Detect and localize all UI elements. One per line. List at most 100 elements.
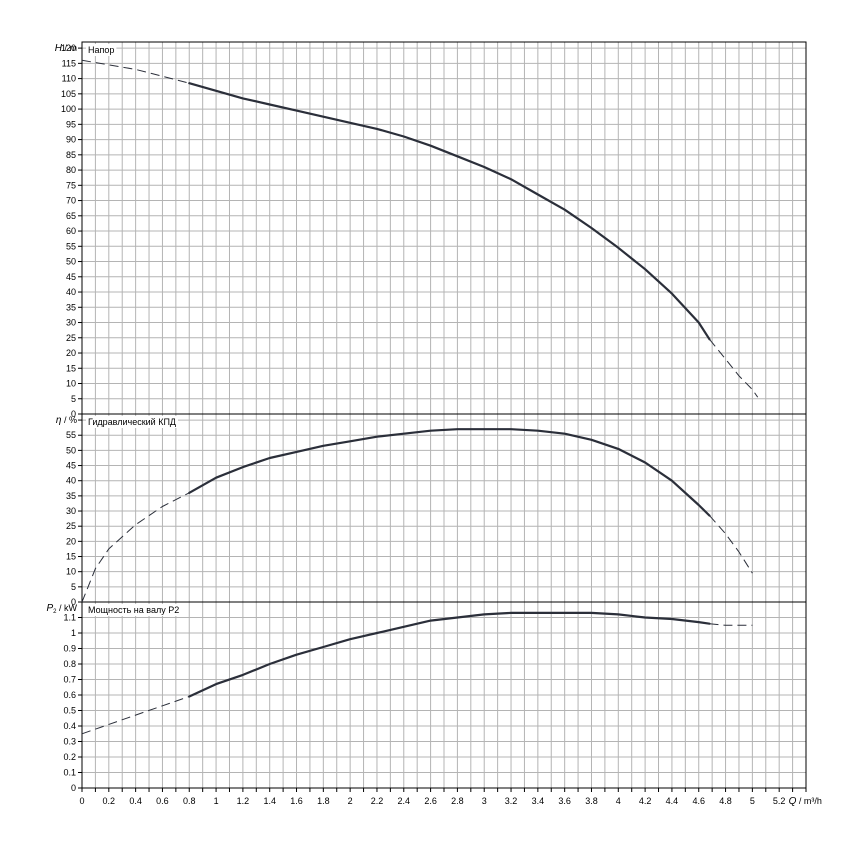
y-axis-sep: / <box>61 415 69 425</box>
y-tick-label: 5 <box>71 394 76 404</box>
x-axis-unit: m³/h <box>804 796 822 806</box>
labels: 0510152025303540455055606570758085909510… <box>46 43 821 807</box>
y-tick-label: 115 <box>62 58 76 68</box>
panel-title-background <box>86 416 179 428</box>
y-axis-unit: % <box>69 415 77 425</box>
panel-title-head: Напор <box>88 45 114 55</box>
curve-efficiency-dashed <box>81 492 190 603</box>
x-tick-label: 2.6 <box>424 796 437 806</box>
y-tick-label: 85 <box>66 150 76 160</box>
y-tick-label: 50 <box>66 257 76 267</box>
x-tick-label: 5.2 <box>773 796 786 806</box>
y-tick-label: 75 <box>66 180 76 190</box>
y-tick-label: 100 <box>61 104 76 114</box>
y-tick-label: 0.4 <box>63 721 76 731</box>
x-axis-label: Q / m³/h <box>789 796 822 807</box>
x-tick-label: 2.8 <box>451 796 464 806</box>
y-tick-label: 70 <box>66 196 76 206</box>
curve-efficiency-dashed <box>709 515 753 574</box>
x-tick-label: 3.8 <box>585 796 598 806</box>
x-tick-label: 3.4 <box>532 796 545 806</box>
y-tick-label: 0.6 <box>63 690 76 700</box>
y-axis-label-head: H / m <box>55 43 77 54</box>
y-tick-label: 105 <box>61 89 76 99</box>
y-tick-label: 55 <box>66 241 76 251</box>
y-axis-sep: / <box>56 603 64 613</box>
y-tick-label: 10 <box>66 567 76 577</box>
curve-power-dashed <box>81 696 190 735</box>
y-tick-label: 90 <box>66 135 76 145</box>
x-tick-label: 2 <box>348 796 353 806</box>
x-tick-label: 3.2 <box>505 796 518 806</box>
x-tick-label: 5 <box>750 796 755 806</box>
y-tick-label: 25 <box>66 521 76 531</box>
x-tick-label: 4 <box>616 796 621 806</box>
curve-efficiency-solid <box>188 428 711 517</box>
x-tick-label: 4.8 <box>719 796 732 806</box>
y-tick-label: 45 <box>66 272 76 282</box>
y-tick-label: 15 <box>66 552 76 562</box>
y-tick-label: 0.8 <box>63 659 76 669</box>
y-tick-label: 20 <box>66 536 76 546</box>
y-tick-label: 95 <box>66 119 76 129</box>
curve-head-dashed <box>81 59 190 84</box>
y-tick-label: 110 <box>62 74 76 84</box>
panel-frames <box>78 41 807 792</box>
x-tick-label: 0.8 <box>183 796 196 806</box>
y-tick-label: 35 <box>66 302 76 312</box>
y-axis-label-efficiency: η / % <box>56 415 77 426</box>
panel-title-efficiency: Гидравлический КПД <box>88 417 176 427</box>
y-tick-label: 0.7 <box>63 675 76 685</box>
x-tick-label: 1.8 <box>317 796 330 806</box>
y-axis-unit: kW <box>64 603 78 613</box>
x-tick-label: 2.2 <box>371 796 384 806</box>
curve-head-solid <box>188 82 711 341</box>
y-axis-var: P <box>46 603 53 614</box>
x-tick-label: 2.4 <box>398 796 411 806</box>
panel-title-power: Мощность на валу P2 <box>88 605 179 615</box>
y-tick-label: 30 <box>66 318 76 328</box>
x-tick-label: 3.6 <box>558 796 571 806</box>
y-axis-var: η <box>56 415 62 426</box>
x-axis-sep: / <box>796 796 804 806</box>
curves <box>81 59 759 735</box>
x-axis-var: Q <box>789 796 797 807</box>
y-axis-var: H <box>55 43 63 54</box>
x-tick-label: 0.2 <box>103 796 116 806</box>
y-tick-label: 35 <box>66 491 76 501</box>
y-tick-label: 60 <box>66 226 76 236</box>
y-tick-label: 55 <box>66 430 76 440</box>
x-tick-label: 0.6 <box>156 796 169 806</box>
y-axis-var-sub: 2 <box>53 609 57 615</box>
y-tick-label: 65 <box>66 211 76 221</box>
y-tick-label: 10 <box>66 379 76 389</box>
x-tick-label: 4.4 <box>666 796 679 806</box>
y-tick-label: 0.2 <box>63 752 76 762</box>
x-tick-label: 0 <box>79 796 84 806</box>
y-tick-label: 120 <box>61 43 76 53</box>
y-tick-label: 20 <box>66 348 76 358</box>
y-tick-label: 0.3 <box>63 737 76 747</box>
x-tick-label: 4.6 <box>692 796 705 806</box>
y-tick-label: 5 <box>71 582 76 592</box>
y-tick-label: 1 <box>71 628 76 638</box>
panel-title-background <box>86 604 182 616</box>
y-axis-unit: m <box>70 43 78 53</box>
y-tick-label: 40 <box>66 476 76 486</box>
y-tick-label: 40 <box>66 287 76 297</box>
curve-head-dashed <box>709 338 759 398</box>
y-tick-label: 0.1 <box>63 768 76 778</box>
curve-power-solid <box>188 611 711 698</box>
x-tick-label: 1.2 <box>237 796 250 806</box>
y-tick-label: 80 <box>66 165 76 175</box>
x-tick-label: 1.4 <box>263 796 276 806</box>
x-tick-label: 1 <box>214 796 219 806</box>
y-tick-label: 50 <box>66 445 76 455</box>
y-axis-sep: / <box>62 43 70 53</box>
y-tick-label: 0.9 <box>63 644 76 654</box>
y-tick-label: 1.1 <box>63 613 76 623</box>
y-tick-label: 45 <box>66 461 76 471</box>
y-tick-label: 25 <box>66 333 76 343</box>
curve-power-dashed <box>709 623 753 626</box>
